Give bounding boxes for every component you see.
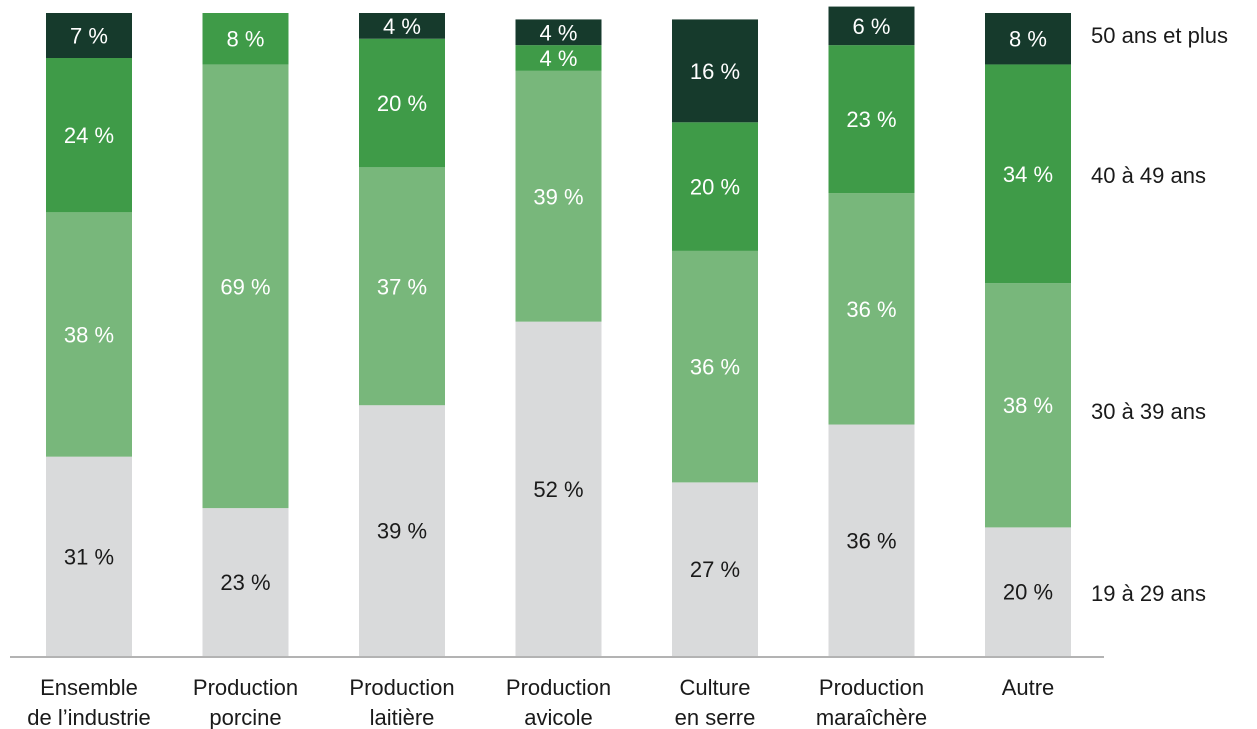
bar-value-label-s1-c4: 36 % [690,355,740,380]
bar-segment-s1-c6 [985,283,1071,528]
bar-value-label-s3-c4: 16 % [690,59,740,84]
bar-value-label-s1-c5: 36 % [846,297,896,322]
x-tick-label-c1-line1: porcine [209,705,281,729]
x-tick-label-c6-line0: Autre [1002,675,1055,700]
x-tick-label-c2-line0: Production [349,675,454,700]
x-tick-label-c0-line0: Ensemble [40,675,138,700]
bar-segment-s1-c5 [828,193,915,425]
bar-value-label-s1-c0: 38 % [64,323,114,348]
bar-segment-s0-c2 [359,405,445,656]
bar-value-label-s3-c3: 4 % [540,20,578,45]
legend-item-1: 30 à 39 ans [1091,399,1206,424]
x-tick-labels: Ensemble de l’industrie Production porcine P… [27,675,1054,729]
bar-segment-s2-c3 [515,45,602,71]
bar-segment-s1-c0 [46,212,132,457]
x-tick-label-c5-line1: maraîchère [816,705,927,729]
bar-value-label-s2-c3: 4 % [540,46,578,71]
bar-segment-s3-c1 [202,13,289,65]
bar-value-label-s0-c1: 23 % [220,570,270,595]
x-tick-label-c0-line1: de l’industrie [27,705,151,729]
bar-segment-s2-c2 [359,38,445,168]
bar-segment-s0-c1 [202,508,289,656]
bar-value-label-s0-c0: 31 % [64,544,114,569]
bar-segment-s3-c0 [46,13,132,59]
bar-value-label-s3-c1: 8 % [227,27,265,52]
bar-segment-s1-c2 [359,167,445,406]
bar-segment-s2-c6 [985,64,1071,284]
x-tick-label-c1-line0: Production [193,675,298,700]
bar-labels-group: 31 % 38 % 24 % 7 % 23 % 69 % 8 % 39 % 37 % 20 % 4 … [64,14,1053,605]
bar-segment-s0-c5 [828,424,915,656]
bar-segment-s3-c5 [828,6,915,46]
bar-value-label-s0-c2: 39 % [377,519,427,544]
bar-value-label-s0-c4: 27 % [690,557,740,582]
bars-group [46,6,1071,656]
x-tick-label-c3-line0: Production [506,675,611,700]
bar-value-label-s3-c2: 4 % [383,14,421,39]
legend-item-0: 19 à 29 ans [1091,581,1206,606]
bar-value-label-s3-c5: 6 % [853,14,891,39]
bar-value-label-s0-c3: 52 % [533,477,583,502]
bar-value-label-s1-c1: 69 % [220,274,270,299]
bar-value-label-s2-c5: 23 % [846,107,896,132]
bar-value-label-s2-c4: 20 % [690,175,740,200]
bar-segment-s3-c4 [672,19,758,123]
bar-segment-s0-c6 [985,527,1071,656]
bar-value-label-s2-c0: 24 % [64,123,114,148]
bar-segment-s3-c6 [985,13,1071,65]
x-tick-label-c4-line1: en serre [675,705,756,729]
bar-segment-s0-c0 [46,456,132,656]
bar-segment-s1-c3 [515,70,602,322]
bar-value-label-s2-c6: 34 % [1003,162,1053,187]
bar-value-label-s3-c0: 7 % [70,24,108,49]
bar-value-label-s1-c6: 38 % [1003,393,1053,418]
bar-segment-s3-c2 [359,13,445,39]
legend-item-2: 40 à 49 ans [1091,163,1206,188]
bar-segment-s1-c4 [672,250,758,483]
x-tick-label-c4-line0: Culture [680,675,751,700]
bar-value-label-s0-c6: 20 % [1003,580,1053,605]
bar-segment-s2-c0 [46,58,132,213]
bar-value-label-s3-c6: 8 % [1009,27,1047,52]
bar-segment-s2-c5 [828,45,915,194]
bar-segment-s0-c4 [672,482,758,656]
bar-value-label-s0-c5: 36 % [846,528,896,553]
x-tick-label-c2-line1: laitière [370,705,435,729]
bar-value-label-s1-c2: 37 % [377,274,427,299]
x-tick-label-c5-line0: Production [819,675,924,700]
bar-value-label-s1-c3: 39 % [533,184,583,209]
legend: 50 ans et plus 40 à 49 ans 30 à 39 ans 19 à… [1091,23,1228,606]
legend-item-3: 50 ans et plus [1091,23,1228,48]
bar-segment-s3-c3 [515,19,602,46]
x-tick-label-c3-line1: avicole [524,705,592,729]
bar-segment-s2-c4 [672,122,758,251]
bar-segment-s1-c1 [202,64,289,509]
bar-segment-s0-c3 [515,321,602,656]
bar-value-label-s2-c2: 20 % [377,91,427,116]
